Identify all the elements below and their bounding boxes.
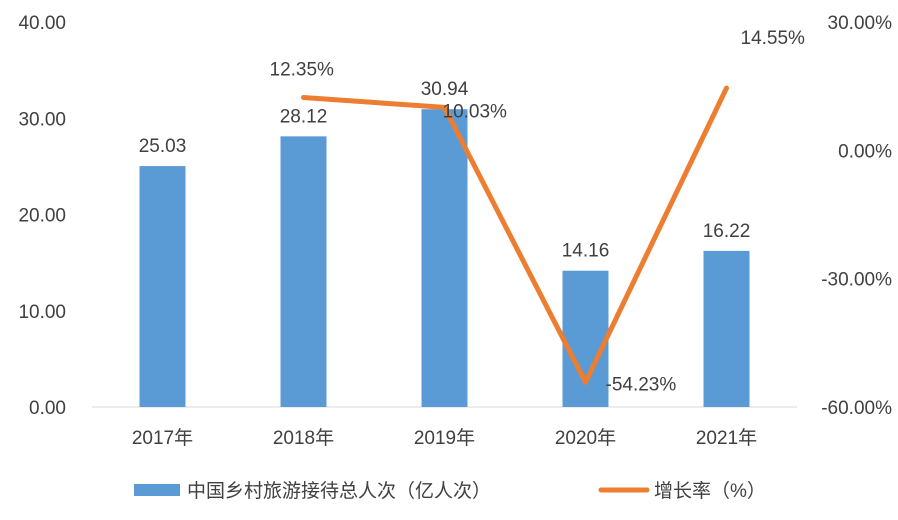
right-tick-label: 0.00% — [838, 141, 892, 162]
bar-data-label: 25.03 — [139, 136, 187, 157]
right-axis: -60.00% -30.00% 0.00% 30.00% — [821, 13, 892, 419]
line-data-label: -54.23% — [606, 374, 677, 395]
x-tick-label: 2019年 — [414, 427, 475, 449]
legend: 中国乡村旅游接待总人次（亿人次） 增长率（%） — [134, 480, 766, 502]
left-tick-label: 0.00 — [29, 398, 66, 419]
left-tick-label: 20.00 — [18, 206, 66, 227]
left-tick-label: 30.00 — [18, 109, 66, 130]
bar-data-label: 28.12 — [280, 106, 328, 127]
x-tick-label: 2020年 — [555, 427, 616, 449]
bar-data-label: 16.22 — [703, 221, 751, 242]
bar-data-label: 14.16 — [562, 241, 610, 262]
right-tick-label: -30.00% — [821, 270, 892, 291]
line-data-label: 12.35% — [270, 60, 335, 81]
bar — [704, 251, 750, 407]
left-tick-label: 40.00 — [18, 13, 66, 34]
bar — [422, 109, 468, 407]
bar — [563, 271, 609, 407]
legend-swatch-bar — [134, 484, 180, 496]
x-axis: 2017年 2018年 2019年 2020年 2021年 — [132, 427, 757, 449]
left-axis: 0.00 10.00 20.00 30.00 40.00 — [18, 13, 66, 419]
legend-label-bar: 中国乡村旅游接待总人次（亿人次） — [187, 480, 491, 502]
x-tick-label: 2021年 — [696, 427, 757, 449]
line-data-label: 10.03% — [443, 101, 508, 122]
line-data-label: 14.55% — [741, 28, 806, 49]
right-tick-label: -60.00% — [821, 398, 892, 419]
bar-data-label: 30.94 — [421, 79, 469, 100]
x-tick-label: 2018年 — [273, 427, 334, 449]
right-tick-label: 30.00% — [828, 13, 893, 34]
bar-series: 25.03 28.12 30.94 14.16 16.22 — [139, 79, 751, 407]
legend-label-line: 增长率（%） — [654, 480, 766, 502]
bar — [140, 166, 186, 407]
x-tick-label: 2017年 — [132, 427, 193, 449]
left-tick-label: 10.00 — [18, 302, 66, 323]
growth-line — [304, 88, 727, 382]
bar — [281, 136, 327, 407]
